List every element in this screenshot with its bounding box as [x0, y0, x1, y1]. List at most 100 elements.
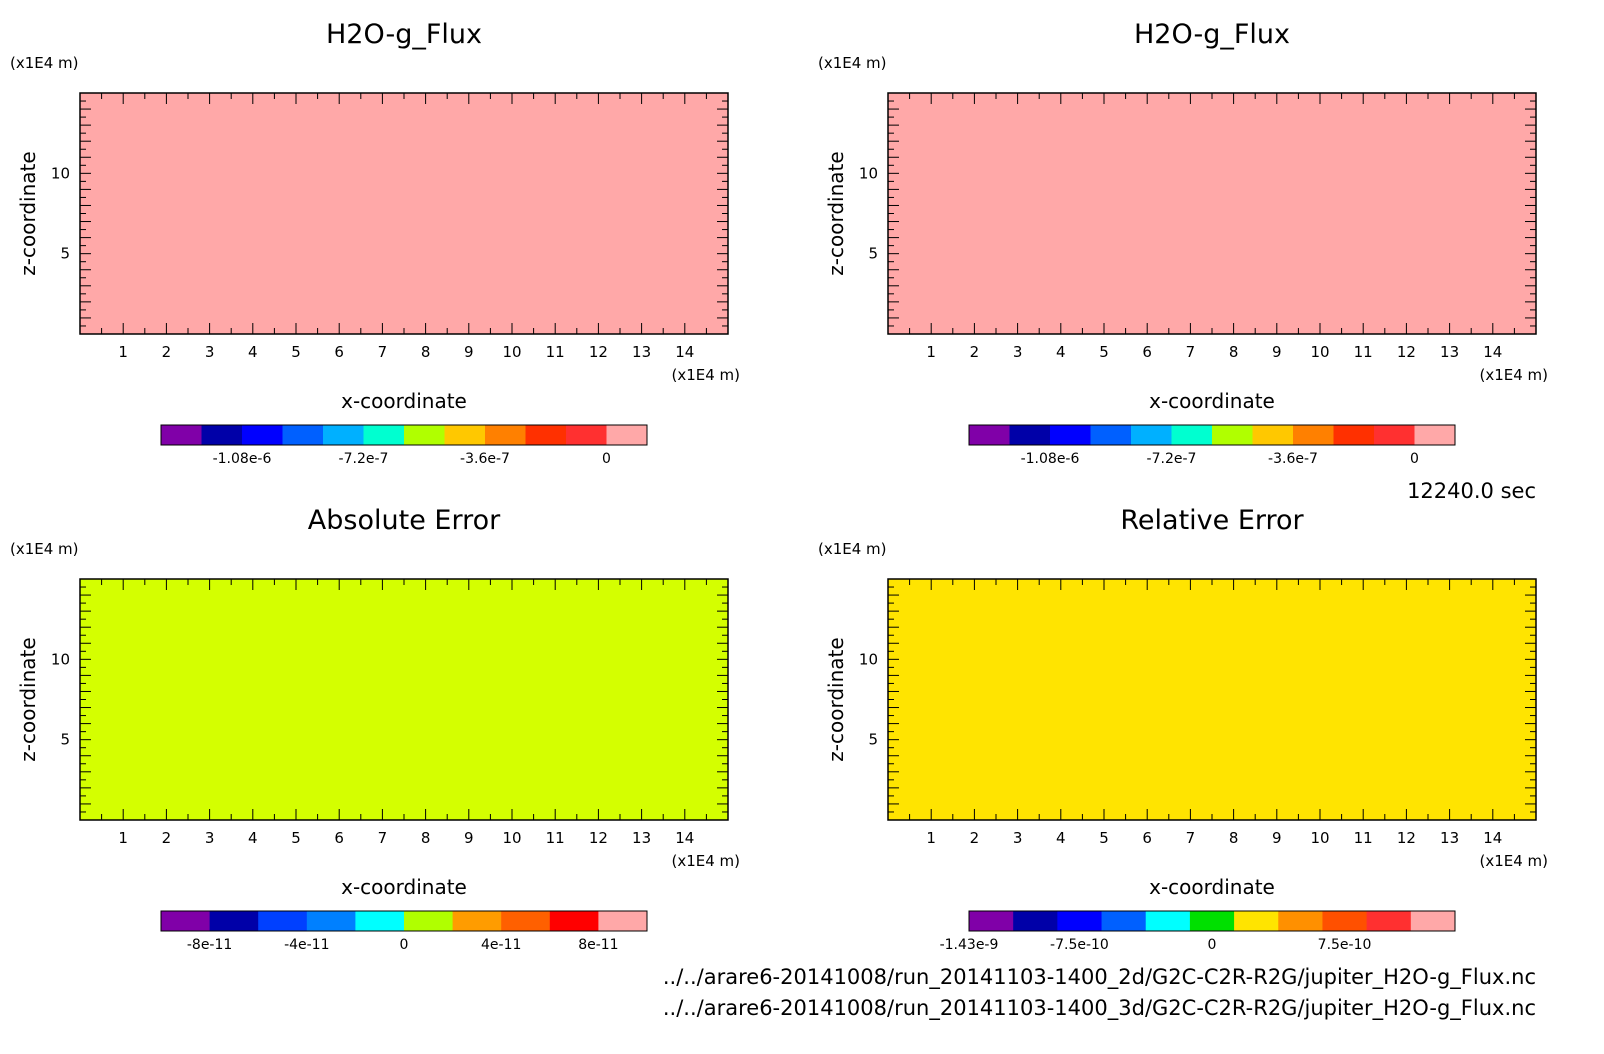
x-tick-label: 8 — [1229, 343, 1239, 361]
colorbar-tick-label: -1.43e-9 — [940, 937, 999, 953]
x-tick-label: 13 — [632, 343, 651, 361]
panel-title: H2O-g_Flux — [1134, 19, 1290, 50]
chart-panel-3: Absolute Error(x1E4 m)1 2 3 4 5 6 7 8 9 10 11 12 13 1… — [10, 505, 740, 953]
x-tick-label: 5 — [291, 829, 301, 847]
x-tick-label: 3 — [205, 829, 215, 847]
x-tick-label: 13 — [632, 829, 651, 847]
x-tick-label: 11 — [1354, 343, 1373, 361]
colorbar-segment — [1101, 911, 1147, 931]
plot-frame — [887, 578, 1537, 821]
heatmap-field — [80, 93, 728, 334]
colorbar-tick-label: 7.5e-10 — [1318, 937, 1372, 953]
colorbar-segment — [201, 425, 243, 445]
colorbar-segment — [282, 425, 324, 445]
colorbar-tick-label: 0 — [602, 451, 611, 467]
colorbar-segment — [1366, 911, 1412, 931]
x-axis-label: x-coordinate — [341, 389, 467, 413]
panel-title: H2O-g_Flux — [326, 19, 482, 50]
y-tick-label: 10 — [51, 164, 70, 182]
x-tick-label: 11 — [546, 343, 565, 361]
y-axis-label: z-coordinate — [16, 637, 40, 761]
colorbar-segment — [1374, 425, 1415, 445]
heatmap-field — [80, 579, 728, 820]
x-tick-label: 2 — [970, 343, 980, 361]
time-label: 12240.0 sec — [1407, 479, 1536, 503]
colorbar-tick-label: -8e-11 — [187, 937, 232, 953]
y-tick-label: 5 — [868, 731, 878, 749]
colorbar-segment — [598, 911, 648, 931]
colorbar-segment — [242, 425, 283, 445]
colorbar-frame — [160, 910, 648, 932]
colorbar-tick-label: -4e-11 — [284, 937, 329, 953]
colorbar-tick-label: -1.08e-6 — [213, 451, 272, 467]
colorbar-segment — [566, 425, 607, 445]
tick-marks — [887, 92, 1537, 335]
x-tick-label: 2 — [162, 343, 172, 361]
colorbar-segment — [485, 425, 526, 445]
x-tick-label: 13 — [1440, 829, 1459, 847]
colorbar-segment — [606, 425, 648, 445]
heatmap-field — [888, 579, 1536, 820]
x-tick-label: 4 — [1056, 829, 1066, 847]
x-tick-label: 5 — [291, 343, 301, 361]
colorbar-segment — [258, 911, 308, 931]
x-tick-label: 11 — [1354, 829, 1373, 847]
x-tick-label: 6 — [1142, 829, 1152, 847]
colorbar-segment — [1090, 425, 1132, 445]
colorbar-tick-label: 0 — [1410, 451, 1419, 467]
x-tick-label: 2 — [162, 829, 172, 847]
colorbar-frame — [968, 424, 1456, 446]
colorbar-segment — [549, 911, 599, 931]
colorbar-segment — [1322, 911, 1368, 931]
colorbar: -1.43e-9 -7.5e-10 0 7.5e-10 — [940, 910, 1456, 953]
x-tick-label: 2 — [970, 829, 980, 847]
x-tick-label: 12 — [589, 343, 608, 361]
x-tick-label: 5 — [1099, 343, 1109, 361]
colorbar-segment — [525, 425, 567, 445]
x-tick-label: 9 — [1272, 829, 1282, 847]
x-tick-label: 6 — [1142, 343, 1152, 361]
x-tick-label: 3 — [205, 343, 215, 361]
colorbar-segment — [306, 911, 356, 931]
colorbar-tick-label: -7.2e-7 — [1147, 451, 1197, 467]
colorbar-segment — [1333, 425, 1375, 445]
x-axis-label: x-coordinate — [1149, 875, 1275, 899]
x-tick-label: 14 — [1483, 343, 1502, 361]
y-unit-label: (x1E4 m) — [818, 540, 887, 558]
colorbar-segment — [1171, 425, 1213, 445]
y-axis-label: z-coordinate — [824, 637, 848, 761]
colorbar-segment — [1145, 911, 1191, 931]
x-tick-label: 4 — [248, 343, 258, 361]
x-unit-label: (x1E4 m) — [671, 366, 740, 384]
colorbar-segment — [1013, 911, 1058, 931]
x-tick-label: 6 — [334, 343, 344, 361]
x-tick-label: 6 — [334, 829, 344, 847]
x-tick-label: 4 — [1056, 343, 1066, 361]
x-tick-label: 1 — [118, 343, 128, 361]
x-tick-label: 7 — [378, 829, 388, 847]
colorbar-segment — [363, 425, 405, 445]
colorbar-frame — [968, 910, 1456, 932]
x-tick-label: 5 — [1099, 829, 1109, 847]
tick-marks — [79, 578, 729, 821]
colorbar-tick-label: -3.6e-7 — [1268, 451, 1318, 467]
y-tick-label: 5 — [60, 731, 70, 749]
colorbar: -8e-11 -4e-11 0 4e-11 8e-11 — [160, 910, 648, 953]
colorbar-segment — [1293, 425, 1334, 445]
colorbar-segment — [1410, 911, 1456, 931]
colorbar-segment — [1009, 425, 1051, 445]
colorbar-tick-label: -1.08e-6 — [1021, 451, 1080, 467]
x-tick-label: 11 — [546, 829, 565, 847]
colorbar-segment — [1212, 425, 1253, 445]
x-tick-label: 8 — [1229, 829, 1239, 847]
x-tick-label: 3 — [1013, 343, 1023, 361]
colorbar-frame — [160, 424, 648, 446]
x-tick-label: 10 — [1310, 343, 1329, 361]
x-unit-label: (x1E4 m) — [1479, 366, 1548, 384]
colorbar-tick-label: 8e-11 — [578, 937, 618, 953]
file-path-1: ../../arare6-20141008/run_20141103-1400_… — [663, 965, 1536, 990]
colorbar-segment — [969, 425, 1010, 445]
y-tick-label: 5 — [60, 245, 70, 263]
colorbar-segment — [161, 425, 202, 445]
